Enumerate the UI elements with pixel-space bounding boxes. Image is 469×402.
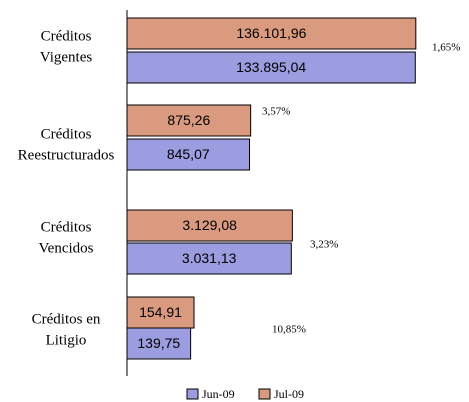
category-label: Vigentes (40, 49, 93, 65)
value-label: 3.129,08 (182, 217, 237, 233)
bar (126, 104, 252, 137)
category-label: Créditos (41, 219, 92, 235)
annotation: 10,85% (272, 324, 306, 336)
value-label: 3.031,13 (182, 250, 237, 266)
bar (126, 51, 416, 84)
category-label: Créditos en (32, 311, 101, 327)
category-label: Reestructurados (18, 147, 115, 163)
category-label: Créditos (41, 28, 92, 44)
value-label: 133.895,04 (236, 59, 306, 75)
legend-swatch (258, 388, 271, 400)
bar (126, 242, 292, 275)
value-label: 154,91 (139, 304, 182, 320)
value-label: 136.101,96 (236, 25, 306, 41)
bar (126, 296, 195, 329)
annotation: 1,65% (432, 42, 460, 54)
legend-swatch (186, 388, 199, 400)
category-label: Vencidos (39, 240, 94, 256)
bar (126, 17, 417, 50)
value-label: 875,26 (167, 112, 210, 128)
value-label: 845,07 (167, 146, 210, 162)
category-label: Créditos (41, 126, 92, 142)
legend-label: Jun-09 (202, 387, 235, 401)
annotation: 3,57% (262, 106, 290, 118)
category-label: Litigio (46, 332, 87, 348)
value-label: 139,75 (137, 335, 180, 351)
bar (126, 209, 293, 242)
annotation: 3,23% (310, 239, 338, 251)
legend-label: Jul-09 (274, 387, 304, 401)
